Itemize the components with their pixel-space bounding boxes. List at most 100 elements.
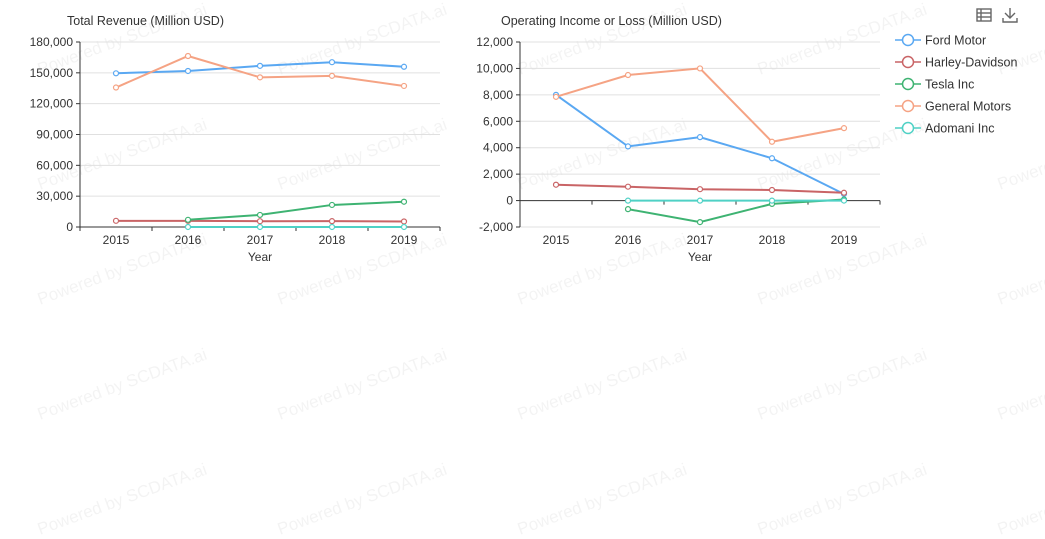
watermark-text: Powered by SCDATA.ai xyxy=(35,460,210,539)
watermark-text: Powered by SCDATA.ai xyxy=(515,0,690,79)
income-data-point xyxy=(696,197,704,204)
income-series-line xyxy=(627,198,845,224)
income-data-point xyxy=(696,65,704,72)
income-data-point xyxy=(624,183,632,190)
watermark-text: Powered by SCDATA.ai xyxy=(35,345,210,424)
legend-item[interactable]: Ford Motor xyxy=(895,34,986,48)
table-list-icon[interactable] xyxy=(975,6,995,26)
revenue-data-point xyxy=(184,52,192,60)
watermark-text: Powered by SCDATA.ai xyxy=(275,460,450,539)
income-x-axis-title: Year xyxy=(688,250,712,264)
income-data-point xyxy=(840,197,848,204)
revenue-x-tick-label: 2015 xyxy=(103,233,130,247)
income-data-point xyxy=(768,197,776,204)
revenue-data-point xyxy=(400,198,408,205)
revenue-data-point xyxy=(112,217,120,224)
watermark-text: Powered by SCDATA.ai xyxy=(515,460,690,539)
income-data-point xyxy=(696,134,704,141)
revenue-data-point xyxy=(184,67,192,75)
revenue-data-point xyxy=(112,84,120,91)
revenue-data-point xyxy=(400,218,408,225)
income-data-point xyxy=(840,189,848,196)
revenue-data-point xyxy=(400,63,408,70)
revenue-data-point xyxy=(400,82,408,90)
income-y-tick-label: 6,000 xyxy=(483,114,513,128)
revenue-data-point xyxy=(256,218,264,225)
legend-marker xyxy=(901,33,915,47)
income-x-tick-label: 2018 xyxy=(759,233,786,247)
watermark-text: Powered by SCDATA.ai xyxy=(275,345,450,424)
operating-income-chart: Operating Income or Loss (Million USD) -… xyxy=(476,14,881,264)
income-data-point xyxy=(768,138,776,145)
legend-item[interactable]: Harley-Davidson xyxy=(895,56,1017,70)
income-y-tick-label: 0 xyxy=(506,194,513,208)
income-data-point xyxy=(768,155,776,162)
watermark-text: Powered by SCDATA.ai xyxy=(275,0,450,79)
revenue-y-tick-label: 90,000 xyxy=(36,128,73,142)
income-data-point xyxy=(552,93,560,100)
income-y-tick-label: 4,000 xyxy=(483,141,513,155)
legend-label: Tesla Inc xyxy=(925,78,974,92)
revenue-y-tick-label: 60,000 xyxy=(36,158,73,172)
revenue-data-point xyxy=(184,223,192,231)
revenue-series-line xyxy=(187,200,405,221)
watermark-text: Powered by SCDATA.ai xyxy=(995,345,1045,424)
legend-item[interactable]: General Motors xyxy=(895,100,1011,114)
revenue-data-point xyxy=(256,62,264,69)
legend-label: Harley-Davidson xyxy=(925,56,1017,70)
revenue-data-point xyxy=(328,59,336,66)
watermark-text: Powered by SCDATA.ai xyxy=(995,230,1045,309)
revenue-data-point xyxy=(256,223,264,231)
revenue-y-tick-label: 0 xyxy=(66,220,73,234)
legend-marker xyxy=(901,99,915,113)
income-x-tick-label: 2015 xyxy=(543,233,570,247)
legend-label: General Motors xyxy=(925,100,1011,114)
income-data-point xyxy=(696,186,704,193)
operating-income-chart-title: Operating Income or Loss (Million USD) xyxy=(501,14,722,28)
revenue-x-tick-label: 2016 xyxy=(175,233,202,247)
income-data-point xyxy=(552,181,560,188)
download-icon[interactable] xyxy=(1001,6,1021,26)
income-series-line xyxy=(555,67,845,143)
watermark-text: Powered by SCDATA.ai xyxy=(995,460,1045,539)
revenue-x-tick-label: 2018 xyxy=(319,233,346,247)
watermark-text: Powered by SCDATA.ai xyxy=(275,230,450,309)
income-data-point xyxy=(624,206,632,213)
watermark-text: Powered by SCDATA.ai xyxy=(995,115,1045,194)
income-data-point xyxy=(624,71,632,79)
revenue-data-point xyxy=(184,216,192,223)
income-data-point xyxy=(696,219,704,226)
revenue-data-point xyxy=(328,72,336,79)
income-x-tick-label: 2016 xyxy=(615,233,642,247)
legend-marker xyxy=(901,55,915,69)
revenue-data-point xyxy=(400,223,408,231)
income-y-tick-label: 12,000 xyxy=(476,35,513,49)
watermark-text: Powered by SCDATA.ai xyxy=(515,345,690,424)
legend-item[interactable]: Tesla Inc xyxy=(895,78,974,92)
revenue-data-point xyxy=(328,223,336,231)
revenue-x-tick-label: 2019 xyxy=(391,233,418,247)
legend-item[interactable]: Adomani Inc xyxy=(895,122,994,136)
legend-marker xyxy=(901,77,915,91)
watermark-layer: Powered by SCDATA.ai Powered by SCDATA.ai… xyxy=(35,0,1045,539)
income-x-tick-label: 2019 xyxy=(831,233,858,247)
income-y-tick-label: -2,000 xyxy=(479,220,513,234)
revenue-y-tick-label: 30,000 xyxy=(36,189,73,203)
watermark-text: Powered by SCDATA.ai xyxy=(755,460,930,539)
watermark-text: Powered by SCDATA.ai xyxy=(275,115,450,194)
revenue-x-axis-title: Year xyxy=(248,250,272,264)
income-y-tick-label: 10,000 xyxy=(476,61,513,75)
income-y-tick-label: 2,000 xyxy=(483,167,513,181)
legend-marker xyxy=(901,121,915,135)
revenue-chart: Total Revenue (Million USD) 0 30,000 60,00… xyxy=(30,14,441,264)
revenue-chart-title: Total Revenue (Million USD) xyxy=(67,14,224,28)
revenue-data-point xyxy=(256,211,264,219)
revenue-data-point xyxy=(328,218,336,225)
revenue-y-tick-label: 150,000 xyxy=(30,66,74,80)
legend-label: Ford Motor xyxy=(925,34,986,48)
legend[interactable]: Ford Motor Harley-Davidson Tesla Inc Genera… xyxy=(895,34,1017,136)
revenue-x-tick-label: 2017 xyxy=(247,233,274,247)
income-data-point xyxy=(624,143,632,150)
watermark-text: Powered by SCDATA.ai xyxy=(515,230,690,309)
